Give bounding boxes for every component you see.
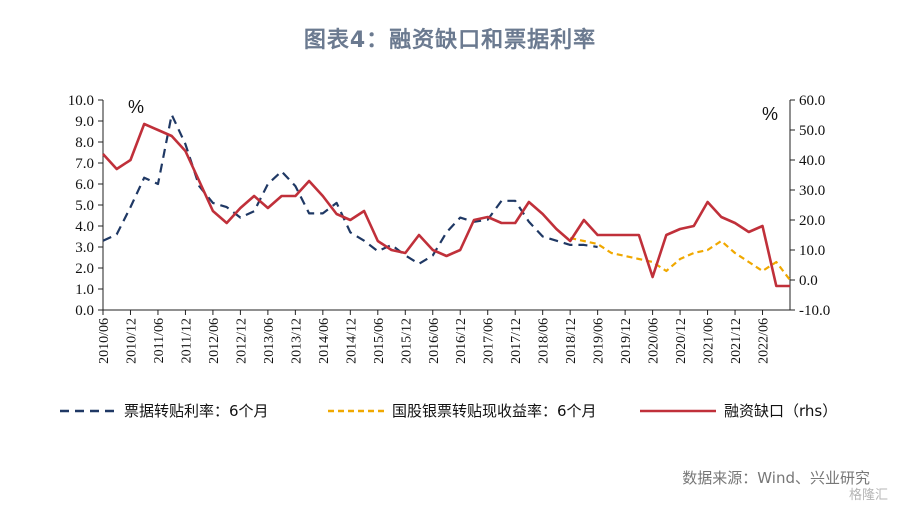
x-tick-label: 2010/12 xyxy=(124,318,139,364)
series-line-3 xyxy=(102,122,790,288)
series-line-1 xyxy=(102,113,598,265)
x-tick-label: 2016/12 xyxy=(454,318,469,364)
x-tick-label: 2013/06 xyxy=(262,318,277,364)
watermark-logo: 格隆汇 xyxy=(848,488,888,503)
x-tick-label: 2014/06 xyxy=(317,318,332,364)
legend-label-3: 融资缺口（rhs） xyxy=(724,402,837,420)
legend-label-2: 国股银票转贴现收益率：6个月 xyxy=(392,402,597,420)
right-tick-label: 0.0 xyxy=(799,273,818,289)
x-tick-label: 2020/12 xyxy=(674,318,689,364)
left-tick-label: 9.0 xyxy=(75,114,94,130)
data-source-note: 数据来源：Wind、兴业研究 xyxy=(682,469,870,487)
legend-label-1: 票据转贴利率：6个月 xyxy=(124,402,269,420)
x-tick-label: 2015/12 xyxy=(399,318,414,364)
right-tick-label: 60.0 xyxy=(799,93,825,109)
x-tick-label: 2017/06 xyxy=(482,318,497,364)
x-tick-label: 2015/06 xyxy=(372,318,387,364)
x-tick-label: 2019/12 xyxy=(619,318,634,364)
left-tick-label: 6.0 xyxy=(75,177,94,193)
right-tick-label: -10.0 xyxy=(799,303,830,319)
left-tick-label: 8.0 xyxy=(75,135,94,151)
x-tick-label: 2020/06 xyxy=(647,318,662,364)
x-tick-label: 2011/12 xyxy=(179,318,194,363)
left-tick-label: 4.0 xyxy=(75,219,94,235)
x-tick-label: 2012/06 xyxy=(207,318,222,364)
left-tick-label: 5.0 xyxy=(75,198,94,214)
x-tick-label: 2010/06 xyxy=(97,318,112,364)
x-tick-label: 2013/12 xyxy=(289,318,304,364)
series-line-2 xyxy=(569,236,791,281)
right-tick-label: 30.0 xyxy=(799,183,825,199)
left-unit-label: % xyxy=(128,97,144,117)
right-unit-label: % xyxy=(762,104,778,124)
x-tick-label: 2021/12 xyxy=(729,318,744,364)
x-tick-label: 2012/12 xyxy=(234,318,249,364)
left-tick-label: 7.0 xyxy=(75,156,94,172)
left-tick-label: 0.0 xyxy=(75,303,94,319)
x-tick-label: 2022/06 xyxy=(757,318,772,364)
x-tick-label: 2019/06 xyxy=(592,318,607,364)
right-tick-label: 20.0 xyxy=(799,213,825,229)
x-tick-label: 2011/06 xyxy=(152,318,167,363)
x-tick-label: 2018/06 xyxy=(537,318,552,364)
right-tick-label: 40.0 xyxy=(799,153,825,169)
x-tick-label: 2021/06 xyxy=(702,318,717,364)
right-tick-label: 10.0 xyxy=(799,243,825,259)
x-tick-label: 2018/12 xyxy=(564,318,579,364)
left-tick-label: 2.0 xyxy=(75,261,94,277)
left-tick-label: 3.0 xyxy=(75,240,94,256)
left-tick-label: 10.0 xyxy=(68,93,94,109)
x-tick-label: 2017/12 xyxy=(509,318,524,364)
left-tick-label: 1.0 xyxy=(75,282,94,298)
right-tick-label: 50.0 xyxy=(799,123,825,139)
x-tick-label: 2014/12 xyxy=(344,318,359,364)
x-tick-label: 2016/06 xyxy=(427,318,442,364)
chart-title: 图表4：融资缺口和票据利率 xyxy=(303,28,597,53)
